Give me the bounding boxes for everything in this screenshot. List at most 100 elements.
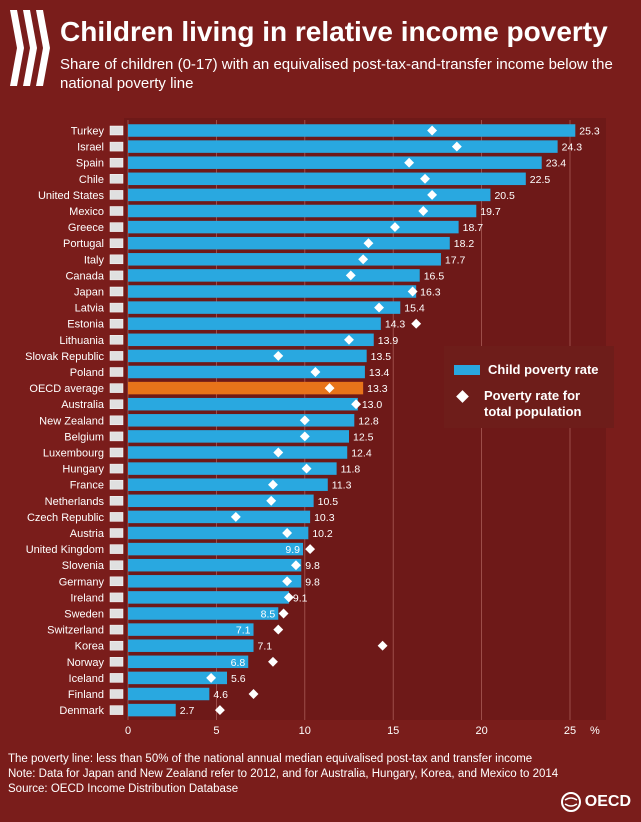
category-label: Israel: [77, 142, 104, 154]
diamond-marker: [282, 576, 293, 587]
bar: [128, 687, 210, 701]
value-label: 9.8: [305, 576, 320, 588]
chart-legend: Child poverty rate Poverty rate for tota…: [444, 346, 614, 428]
page-subtitle: Share of children (0-17) with an equival…: [60, 56, 613, 92]
value-label: 23.4: [546, 158, 567, 170]
category-label: Spain: [76, 158, 104, 170]
diamond-marker: [273, 350, 284, 361]
category-label: Ireland: [70, 592, 104, 604]
flag-icon: [109, 657, 124, 667]
category-label: Australia: [61, 399, 105, 411]
value-label: 24.3: [562, 142, 583, 154]
value-label: 19.7: [480, 206, 501, 218]
category-label: Iceland: [69, 673, 104, 685]
category-label: Portugal: [63, 238, 104, 250]
diamond-marker: [351, 399, 362, 410]
legend-diamond-label: Poverty rate for total population: [484, 388, 582, 419]
diamond-marker: [427, 125, 438, 136]
bar: [128, 172, 526, 186]
category-label: OECD average: [29, 383, 104, 395]
legend-bar-swatch: [454, 365, 480, 375]
flag-icon: [109, 270, 124, 281]
flag-icon: [109, 318, 124, 329]
value-label: 11.8: [341, 464, 361, 476]
flag-icon: [109, 689, 124, 699]
bar: [128, 494, 314, 508]
diamond-marker: [427, 189, 438, 200]
value-label: 14.3: [385, 319, 406, 331]
diamond-marker: [377, 640, 388, 651]
bar: [128, 623, 254, 636]
flag-icon: [109, 544, 124, 554]
diamond-marker: [301, 463, 312, 474]
category-label: Switzerland: [47, 625, 104, 637]
category-label: Latvia: [75, 303, 105, 315]
value-label: 16.5: [424, 270, 445, 282]
bar: [128, 301, 401, 314]
bar: [128, 220, 459, 234]
x-tick-label: 10: [299, 725, 311, 737]
flag-icon: [109, 576, 124, 587]
flag-icon: [109, 222, 124, 232]
footer-notes: The poverty line: less than 50% of the n…: [8, 752, 558, 797]
bar: [128, 397, 358, 411]
x-axis-unit: %: [590, 725, 600, 737]
category-label: Korea: [75, 641, 105, 653]
bar: [128, 285, 417, 298]
category-label: Hungary: [62, 464, 104, 476]
diamond-marker: [282, 528, 293, 538]
value-label: 5.6: [231, 673, 246, 685]
bar: [128, 253, 441, 266]
diamond-marker: [404, 157, 415, 168]
diamond-marker: [358, 254, 369, 265]
bar: [128, 365, 365, 379]
x-tick-label: 20: [475, 725, 487, 737]
value-label: 8.5: [261, 609, 276, 621]
category-label: Sweden: [64, 609, 104, 621]
bar: [128, 156, 542, 169]
category-label: Lithuania: [59, 335, 105, 347]
value-label: 9.8: [305, 560, 320, 572]
diamond-marker: [214, 705, 225, 716]
x-tick-label: 0: [125, 725, 131, 737]
bar: [128, 446, 348, 459]
bar: [128, 317, 381, 330]
oecd-globe-icon: [560, 792, 581, 812]
footnote-poverty-line: The poverty line: less than 50% of the n…: [8, 753, 533, 765]
x-tick-label: 15: [387, 725, 399, 737]
diamond-marker: [420, 173, 430, 184]
value-label: 22.5: [530, 174, 551, 186]
flag-icon: [109, 608, 124, 619]
value-label: 13.9: [378, 335, 399, 347]
value-label: 9.1: [293, 592, 308, 604]
flag-icon: [109, 190, 124, 200]
diamond-marker: [273, 624, 284, 635]
bar: [128, 462, 337, 475]
category-label: Turkey: [71, 126, 105, 138]
bar: [128, 381, 364, 395]
value-label: 7.1: [236, 625, 251, 637]
diamond-marker: [278, 608, 289, 619]
value-label: 15.4: [404, 303, 425, 315]
bar: [128, 591, 289, 604]
value-label: 13.3: [367, 383, 388, 395]
category-label: France: [70, 480, 104, 492]
value-label: 11.3: [332, 480, 352, 492]
bar: [128, 639, 254, 652]
value-label: 10.5: [318, 496, 339, 508]
diamond-marker: [206, 672, 217, 683]
bar: [128, 575, 302, 588]
bar: [128, 703, 176, 717]
category-label: Austria: [70, 528, 105, 540]
flag-icon: [109, 415, 124, 426]
category-label: Germany: [59, 576, 105, 588]
bar: [128, 414, 355, 427]
diamond-marker: [248, 689, 259, 699]
value-label: 20.5: [494, 190, 515, 202]
bar: [128, 655, 249, 669]
value-label: 2.7: [180, 705, 195, 717]
flag-icon: [109, 206, 124, 216]
oecd-logo-chevrons: [10, 10, 50, 86]
value-label: 13.0: [362, 399, 383, 411]
flag-icon: [109, 351, 124, 361]
